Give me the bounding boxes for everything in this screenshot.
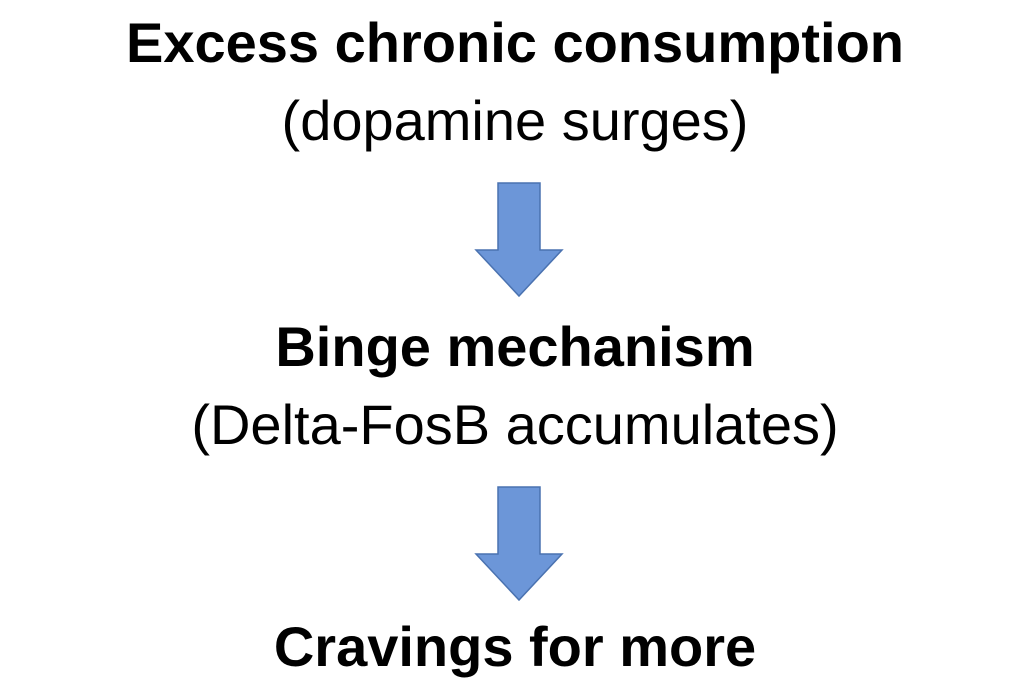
node-label: Cravings for more [274,615,756,678]
node-label: Excess chronic consumption [126,11,904,74]
node-sublabel: (dopamine surges) [282,89,749,152]
node-label: Binge mechanism [275,315,754,378]
arrow [474,486,564,602]
node-sublabel: (Delta-FosB accumulates) [191,393,838,456]
arrow [474,182,564,298]
